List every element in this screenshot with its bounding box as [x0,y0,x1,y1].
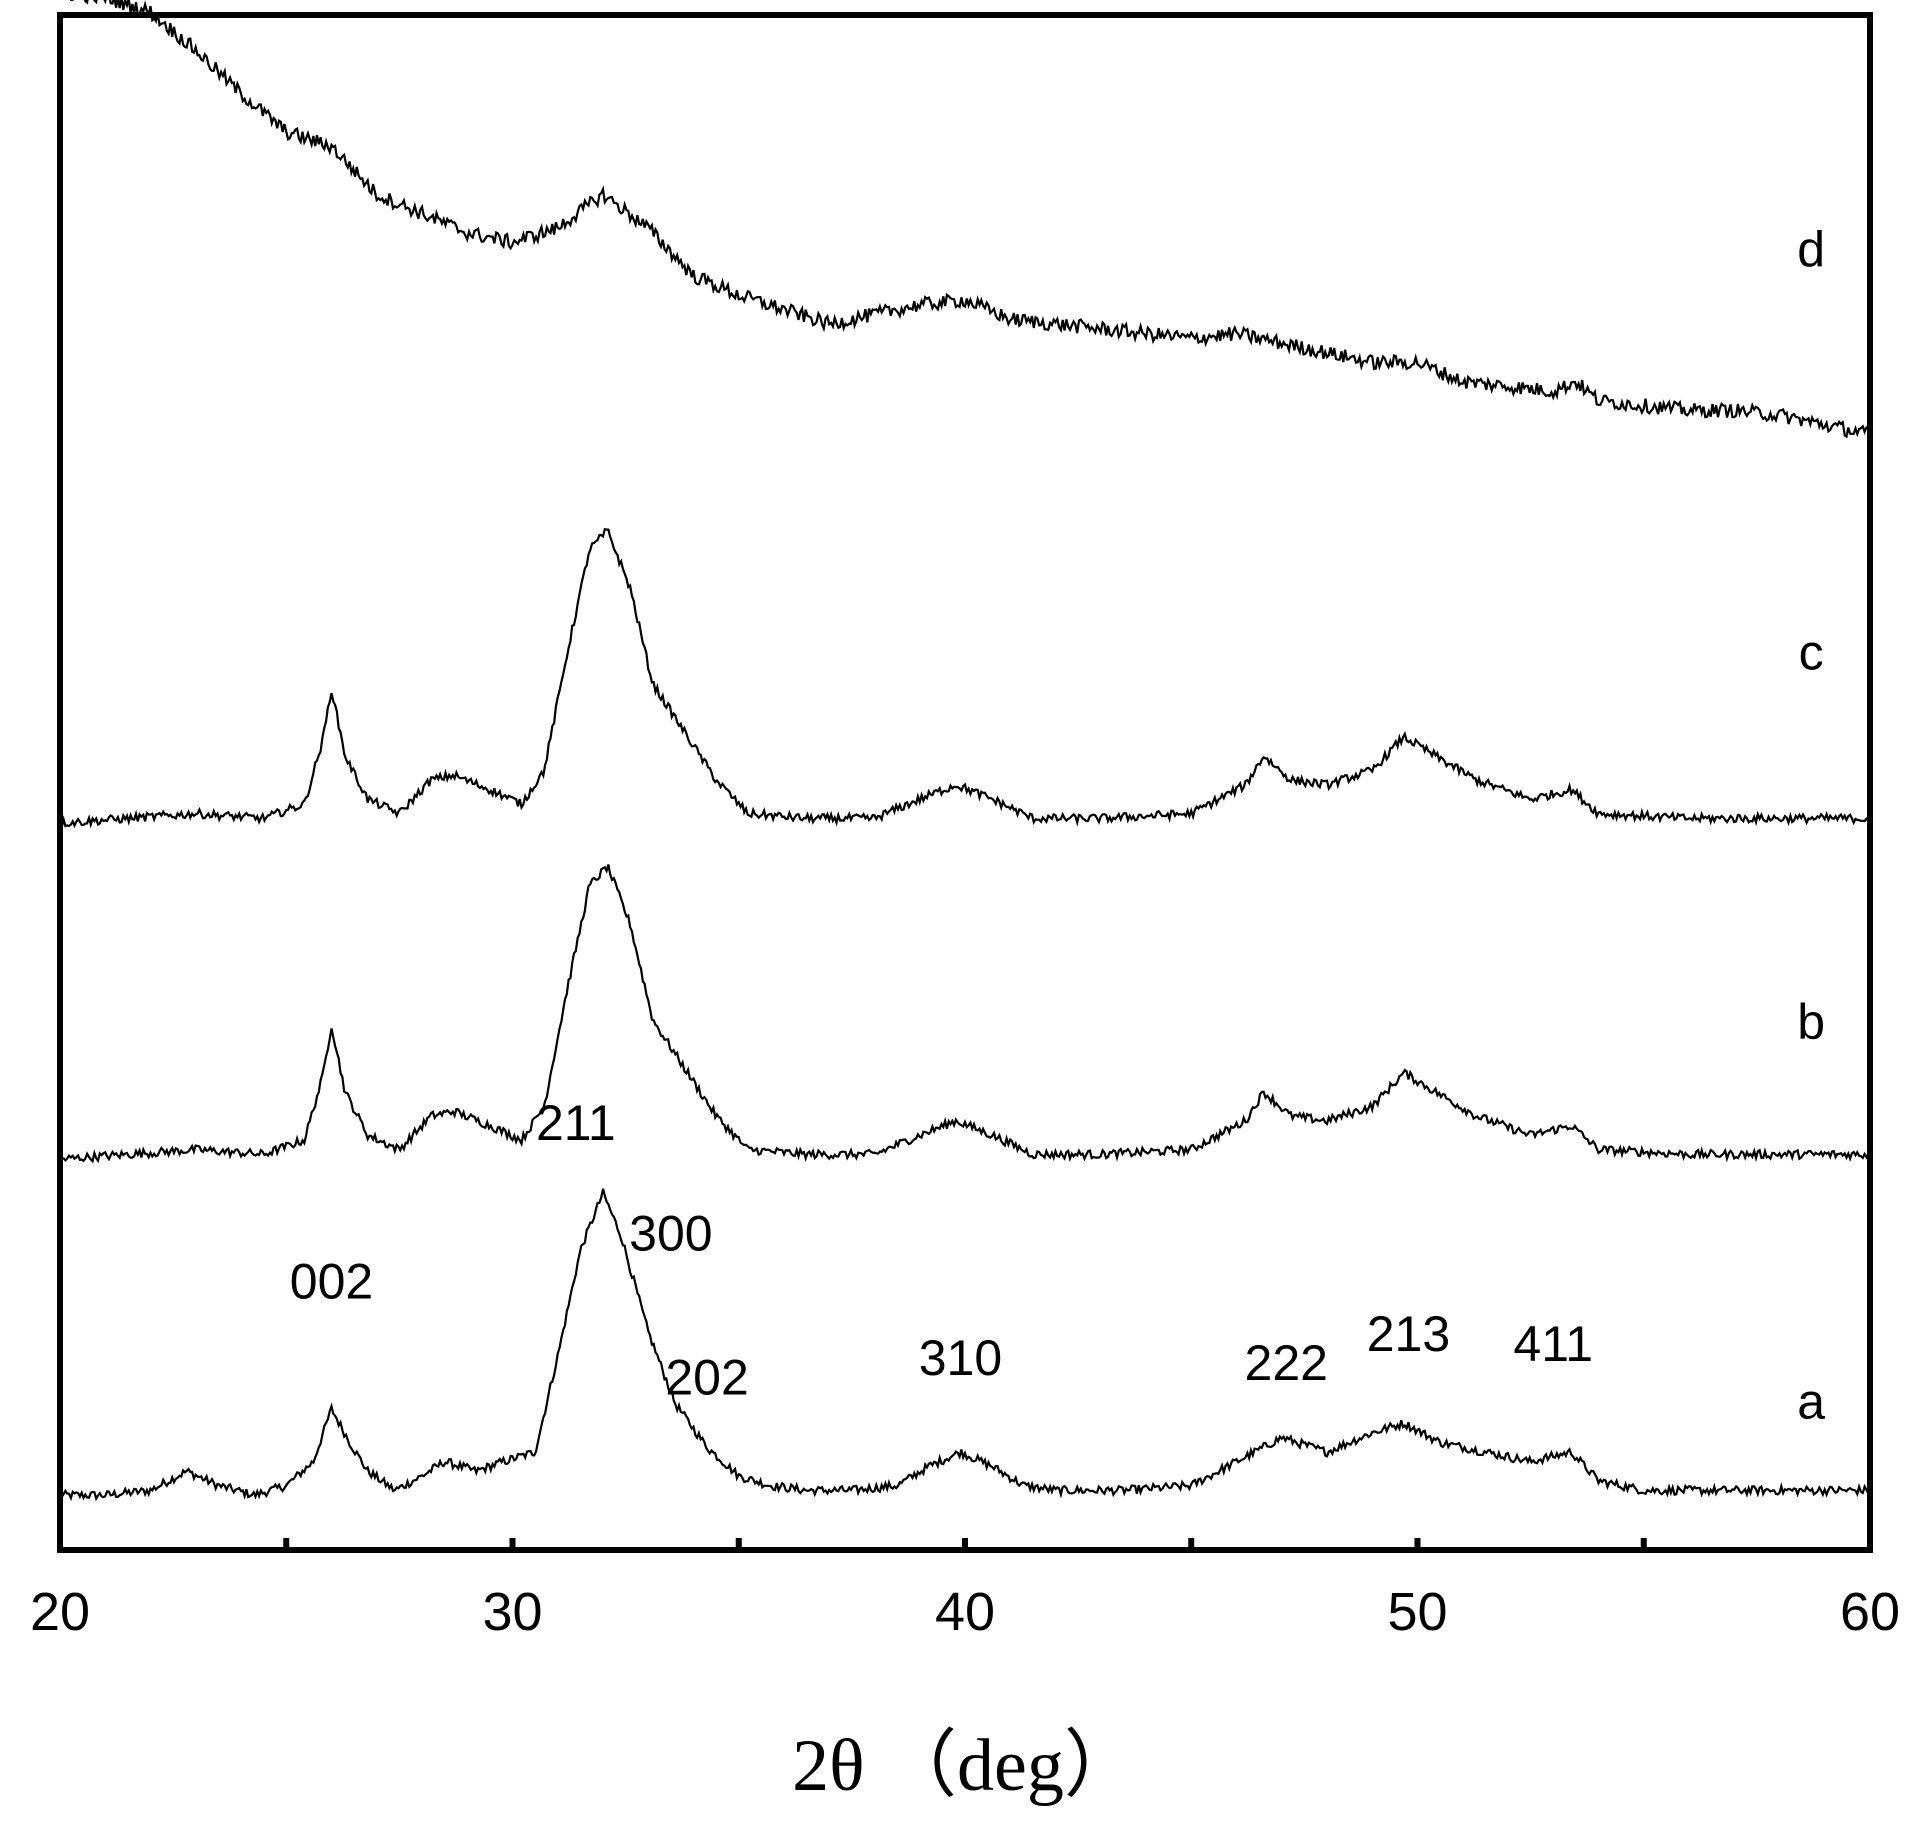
peak-label-411: 411 [1513,1316,1593,1372]
trace-a [59,1188,1871,1502]
trace-d [69,0,1872,439]
x-tick-label: 40 [935,1582,995,1642]
series-label-d: d [1797,221,1825,277]
x-tick-label: 30 [482,1582,542,1642]
x-axis-title: 2θ （deg） [792,1725,1138,1807]
series-label-c: c [1799,625,1824,681]
trace-b [59,864,1871,1164]
trace-c [59,527,1871,829]
peak-label-300: 300 [629,1205,712,1261]
peak-label-310: 310 [919,1330,1002,1386]
peak-label-222: 222 [1245,1335,1328,1391]
x-tick-label: 60 [1840,1582,1900,1642]
peak-label-202: 202 [665,1349,748,1405]
peak-label-213: 213 [1367,1306,1450,1362]
series-label-a: a [1797,1373,1825,1429]
series-label-b: b [1797,994,1825,1050]
plot-frame [57,12,1873,1553]
series-label-group: a b c d [1797,221,1825,1429]
x-tick-label: 20 [30,1582,90,1642]
peak-label-002: 002 [290,1253,373,1309]
trace-group [59,0,1872,1502]
peak-label-211: 211 [536,1095,616,1151]
x-tick-label: 50 [1387,1582,1447,1642]
x-axis-ticks: 20 30 40 50 60 [30,1538,1900,1642]
